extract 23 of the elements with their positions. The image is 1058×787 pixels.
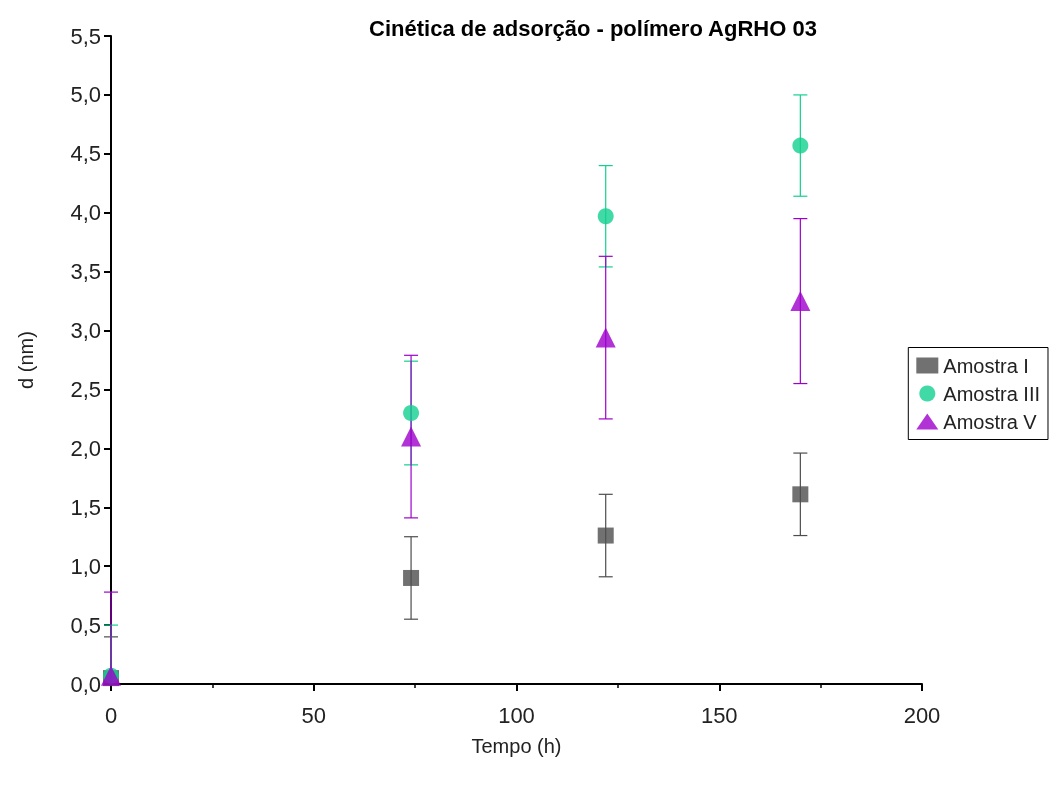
x-tick-label: 50: [301, 702, 326, 728]
y-tick-label: 3,5: [70, 259, 101, 285]
y-tick-label: 3,0: [70, 318, 101, 344]
y-tick-label: 5,0: [70, 82, 101, 108]
x-tick-label: 100: [498, 702, 535, 728]
x-tick-label: 0: [104, 702, 118, 728]
y-tick-label: 1,5: [70, 494, 101, 520]
y-tick-label: 2,0: [70, 435, 101, 461]
x-tick-label: 200: [903, 702, 941, 728]
legend-label: Amostra III: [943, 382, 1041, 405]
legend-label: Amostra I: [943, 354, 1029, 377]
x-tick-label: 150: [700, 702, 738, 728]
y-tick-label: 4,0: [70, 200, 101, 226]
y-tick-label: 1,0: [70, 553, 101, 579]
chart-title: Cinética de adsorção - polímero AgRHO 03: [369, 15, 817, 41]
legend-label: Amostra V: [943, 410, 1038, 433]
y-tick-label: 2,5: [70, 376, 101, 402]
y-axis-title: d (nm): [15, 331, 37, 389]
y-tick-label: 4,5: [70, 141, 101, 167]
y-tick-label: 5,5: [70, 23, 101, 49]
x-axis-title: Tempo (h): [471, 735, 562, 757]
y-tick-label: 0,5: [70, 612, 101, 638]
y-tick-label: 0,0: [70, 671, 101, 697]
